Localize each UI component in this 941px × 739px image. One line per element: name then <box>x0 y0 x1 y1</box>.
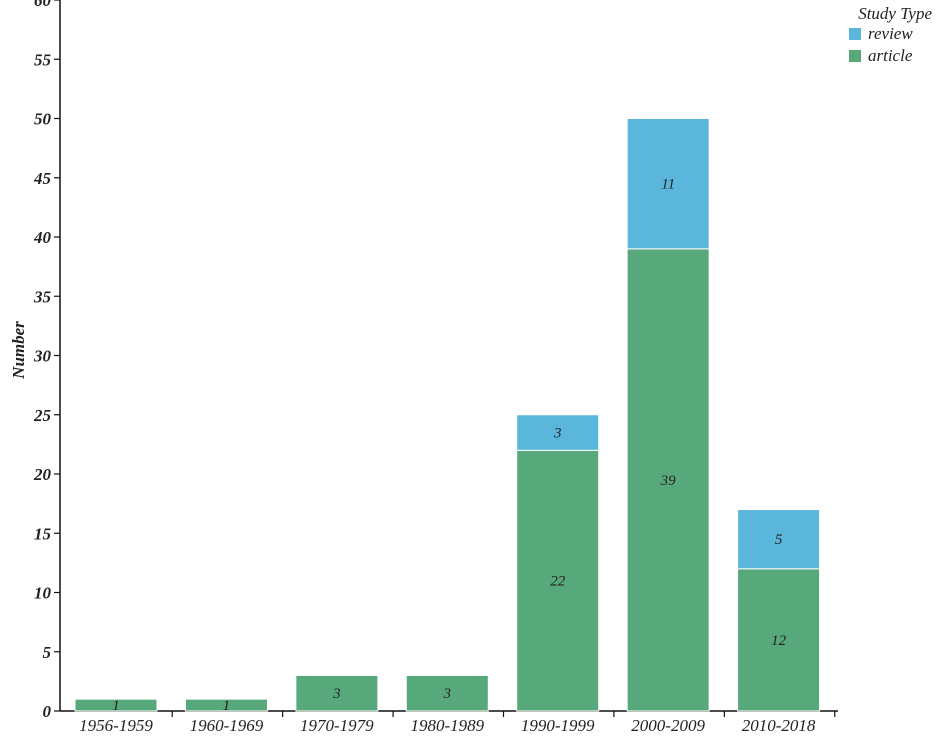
bar-value-label: 3 <box>332 686 341 702</box>
bar-article-1956-1959 <box>74 698 158 712</box>
bar-value-label: 22 <box>550 574 566 590</box>
legend-label-article: article <box>868 46 913 65</box>
bar-article-1990-1999 <box>516 449 600 712</box>
y-tick-label: 0 <box>43 702 52 721</box>
bar-article-2000-2009 <box>626 248 710 712</box>
bar-review-2010-2018 <box>737 509 821 570</box>
bar-article-1970-1979 <box>295 674 379 712</box>
bar-value-label: 1 <box>223 698 231 714</box>
legend-swatch-review <box>849 28 861 40</box>
bar-value-label: 3 <box>443 686 452 702</box>
bar-article-1960-1969 <box>184 698 268 712</box>
y-tick-label: 15 <box>34 524 52 543</box>
y-tick-label: 10 <box>34 584 52 603</box>
x-tick-label: 1960-1969 <box>190 716 264 735</box>
y-axis-title: Number <box>9 321 28 380</box>
bar-value-label: 1 <box>112 698 120 714</box>
y-tick-label: 20 <box>33 465 52 484</box>
y-tick-label: 25 <box>33 406 52 425</box>
y-tick-label: 35 <box>33 287 52 306</box>
bar-article-2010-2018 <box>737 568 821 712</box>
bar-review-2000-2009 <box>626 118 710 250</box>
legend-label-review: review <box>868 24 913 43</box>
bar-review-1990-1999 <box>516 414 600 451</box>
y-tick-label: 30 <box>33 347 52 366</box>
legend-swatch-article <box>849 50 861 62</box>
x-tick-label: 2010-2018 <box>742 716 816 735</box>
bar-value-label: 12 <box>771 633 787 649</box>
y-tick-label: 40 <box>33 228 52 247</box>
x-tick-label: 1990-1999 <box>521 716 595 735</box>
bars <box>74 118 821 712</box>
y-tick-label: 5 <box>43 643 52 662</box>
legend-title: Study Type <box>858 4 932 23</box>
bar-value-label: 11 <box>661 177 675 193</box>
y-tick-label: 45 <box>33 169 52 188</box>
bar-value-label: 3 <box>553 426 562 442</box>
y-tick-label: 50 <box>34 110 52 129</box>
x-tick-label: 1970-1979 <box>300 716 374 735</box>
x-tick-label: 1956-1959 <box>79 716 153 735</box>
y-tick-label: 55 <box>34 50 52 69</box>
x-tick-label: 1980-1989 <box>410 716 484 735</box>
bar-article-1980-1989 <box>405 674 489 712</box>
bar-value-label: 39 <box>660 473 677 489</box>
bar-value-label: 5 <box>775 532 783 548</box>
x-tick-label: 2000-2009 <box>631 716 705 735</box>
y-tick-label: 60 <box>34 0 52 10</box>
